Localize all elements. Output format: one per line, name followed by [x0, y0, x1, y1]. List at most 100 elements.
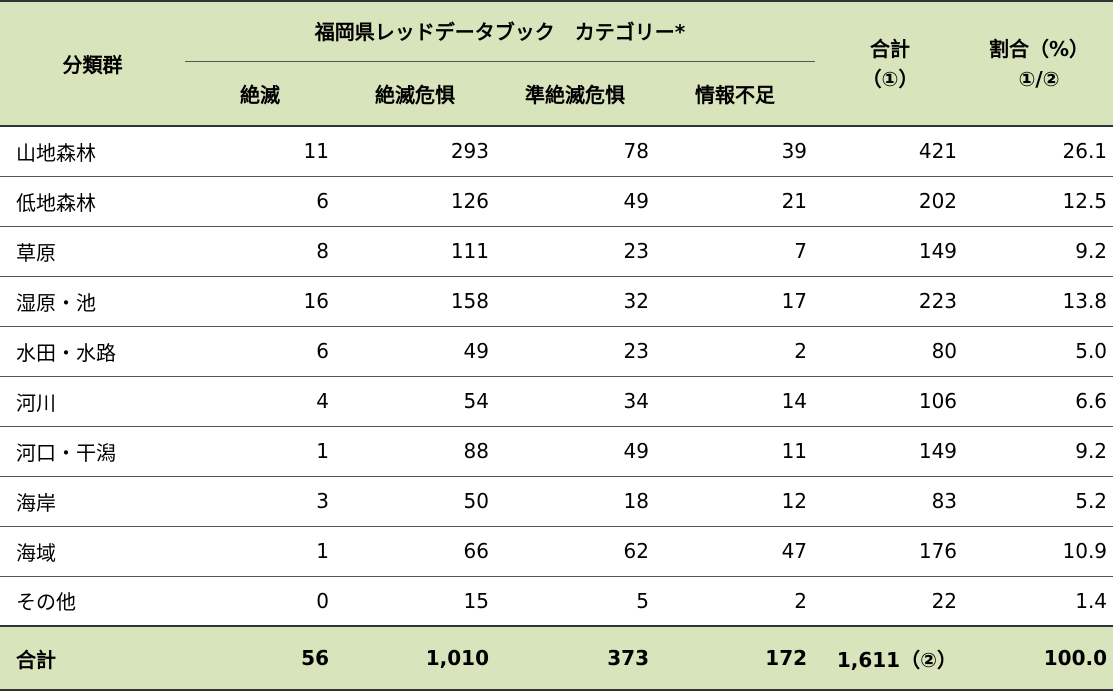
cell-near-threatened: 23: [495, 326, 655, 377]
row-name: 河川: [0, 376, 185, 427]
table-row: 海岸 3 50 18 12 83 5.2: [0, 476, 1113, 527]
cell-near-threatened: 5: [495, 576, 655, 627]
total-header-line1: 合計: [870, 36, 911, 61]
table-row: 河川 4 54 34 14 106 6.6: [0, 376, 1113, 427]
total-header: 合計 （①）: [815, 0, 966, 126]
cell-near-threatened: 62: [495, 526, 655, 577]
cell-extinct: 11: [185, 126, 335, 177]
category-group-header: 福岡県レッドデータブック カテゴリー*: [185, 0, 816, 62]
total-ratio: 100.0: [965, 625, 1113, 691]
cell-endangered: 15: [335, 576, 495, 627]
category-header-data-deficient: 情報不足: [655, 61, 816, 126]
table-row: 水田・水路 6 49 23 2 80 5.0: [0, 326, 1113, 377]
cell-total: 421: [815, 126, 966, 177]
table-row: 河口・干潟 1 88 49 11 149 9.2: [0, 426, 1113, 477]
category-group-label: 福岡県レッドデータブック カテゴリー*: [314, 19, 686, 44]
cell-data-deficient: 2: [655, 576, 816, 627]
cell-ratio: 5.2: [965, 476, 1113, 527]
cell-near-threatened: 49: [495, 176, 655, 227]
cell-data-deficient: 11: [655, 426, 816, 477]
cell-total: 83: [815, 476, 966, 527]
row-name: 海岸: [0, 476, 185, 527]
total-header-line2: （①）: [861, 66, 919, 91]
table-row: 山地森林 11 293 78 39 421 26.1: [0, 126, 1113, 177]
cell-data-deficient: 7: [655, 226, 816, 277]
total-row: 合計 56 1,010 373 172 1,611（②） 100.0: [0, 625, 1113, 691]
cell-endangered: 50: [335, 476, 495, 527]
row-name: 海域: [0, 526, 185, 577]
ratio-header: 割合（%） ①/②: [965, 0, 1113, 126]
cell-endangered: 158: [335, 276, 495, 327]
cell-extinct: 16: [185, 276, 335, 327]
cell-ratio: 13.8: [965, 276, 1113, 327]
cell-near-threatened: 18: [495, 476, 655, 527]
total-row-label: 合計: [0, 625, 185, 691]
cell-endangered: 88: [335, 426, 495, 477]
row-name: 水田・水路: [0, 326, 185, 377]
cell-ratio: 6.6: [965, 376, 1113, 427]
cell-extinct: 3: [185, 476, 335, 527]
cell-data-deficient: 21: [655, 176, 816, 227]
cell-ratio: 1.4: [965, 576, 1113, 627]
table-row: 海域 1 66 62 47 176 10.9: [0, 526, 1113, 577]
cell-ratio: 9.2: [965, 226, 1113, 277]
cell-endangered: 293: [335, 126, 495, 177]
total-near-threatened: 373: [495, 625, 655, 691]
total-data-deficient: 172: [655, 625, 816, 691]
cell-endangered: 54: [335, 376, 495, 427]
cell-near-threatened: 32: [495, 276, 655, 327]
cell-data-deficient: 12: [655, 476, 816, 527]
cell-ratio: 26.1: [965, 126, 1113, 177]
total-extinct: 56: [185, 625, 335, 691]
cell-ratio: 9.2: [965, 426, 1113, 477]
cell-endangered: 111: [335, 226, 495, 277]
cell-extinct: 1: [185, 426, 335, 477]
table-row: 湿原・池 16 158 32 17 223 13.8: [0, 276, 1113, 327]
cell-total: 176: [815, 526, 966, 577]
cell-extinct: 4: [185, 376, 335, 427]
cell-endangered: 49: [335, 326, 495, 377]
row-name: 山地森林: [0, 126, 185, 177]
row-name: 草原: [0, 226, 185, 277]
cell-ratio: 12.5: [965, 176, 1113, 227]
cell-ratio: 5.0: [965, 326, 1113, 377]
cell-near-threatened: 23: [495, 226, 655, 277]
cell-total: 149: [815, 226, 966, 277]
cell-extinct: 1: [185, 526, 335, 577]
table-body: 山地森林 11 293 78 39 421 26.1 低地森林 6 126 49 21 202 12.5 草…: [0, 126, 1113, 627]
cell-endangered: 126: [335, 176, 495, 227]
cell-extinct: 8: [185, 226, 335, 277]
cell-total: 223: [815, 276, 966, 327]
cell-endangered: 66: [335, 526, 495, 577]
category-header-endangered: 絶滅危惧: [335, 61, 495, 126]
cell-data-deficient: 39: [655, 126, 816, 177]
cell-extinct: 6: [185, 176, 335, 227]
cell-total: 106: [815, 376, 966, 427]
row-name: 湿原・池: [0, 276, 185, 327]
cell-extinct: 6: [185, 326, 335, 377]
table-row: 低地森林 6 126 49 21 202 12.5: [0, 176, 1113, 227]
category-header-near-threatened: 準絶滅危惧: [495, 61, 655, 126]
cell-total: 149: [815, 426, 966, 477]
cell-data-deficient: 47: [655, 526, 816, 577]
category-header-extinct: 絶滅: [185, 61, 335, 126]
cell-data-deficient: 14: [655, 376, 816, 427]
row-name: 河口・干潟: [0, 426, 185, 477]
cell-data-deficient: 2: [655, 326, 816, 377]
cell-ratio: 10.9: [965, 526, 1113, 577]
table-row: 草原 8 111 23 7 149 9.2: [0, 226, 1113, 277]
cell-total: 80: [815, 326, 966, 377]
cell-near-threatened: 49: [495, 426, 655, 477]
cell-total: 22: [815, 576, 966, 627]
cell-extinct: 0: [185, 576, 335, 627]
cell-near-threatened: 78: [495, 126, 655, 177]
table-row: その他 0 15 5 2 22 1.4: [0, 576, 1113, 627]
cell-data-deficient: 17: [655, 276, 816, 327]
cell-near-threatened: 34: [495, 376, 655, 427]
ratio-header-line1: 割合（%）: [989, 36, 1090, 61]
group-header: 分類群: [0, 0, 185, 126]
total-endangered: 1,010: [335, 625, 495, 691]
ratio-header-line2: ①/②: [1018, 66, 1060, 91]
grand-total: 1,611（②）: [815, 625, 966, 691]
